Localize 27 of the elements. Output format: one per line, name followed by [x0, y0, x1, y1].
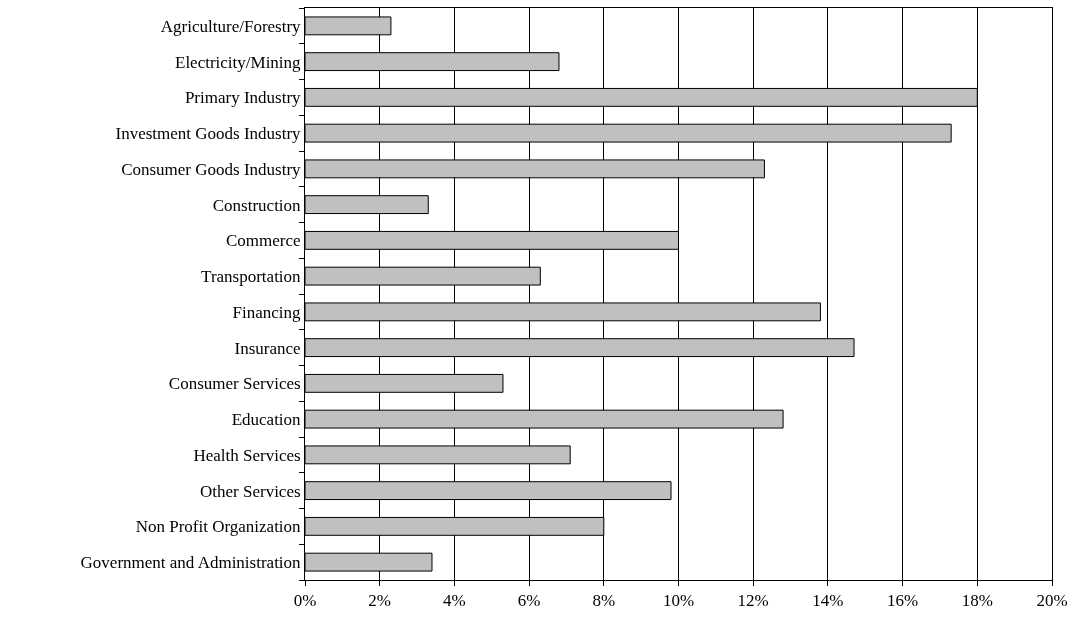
x-tick-label: 2% — [368, 591, 392, 611]
x-tick-label: 4% — [443, 591, 466, 611]
y-tick-label: Construction — [212, 195, 302, 215]
y-tick-label: Financing — [232, 302, 302, 322]
y-tick-label: Health Services — [193, 445, 301, 465]
x-tick-label: 18% — [961, 591, 993, 611]
y-tick-label: Commerce — [226, 231, 301, 251]
y-tick-label: Other Services — [200, 481, 301, 501]
y-tick-label: Consumer Services — [168, 374, 301, 394]
x-tick-label: 0% — [293, 591, 317, 611]
y-tick-label: Electricity/Mining — [175, 52, 302, 72]
x-tick-label: 14% — [812, 591, 844, 611]
y-tick-label: Consumer Goods Industry — [121, 159, 302, 179]
y-tick-label: Government and Administration — [80, 553, 302, 573]
y-tick-label: Transportation — [201, 267, 302, 287]
y-tick-label: Insurance — [234, 338, 301, 358]
x-tick-label: 10% — [662, 591, 695, 611]
y-tick-label: Investment Goods Industry — [115, 124, 302, 144]
y-tick-label: Non Profit Organization — [135, 517, 302, 537]
x-tick-label: 8% — [592, 591, 616, 611]
x-tick-label: 12% — [737, 591, 769, 611]
y-tick-label: Education — [231, 410, 302, 430]
x-tick-label: 6% — [517, 591, 541, 611]
y-tick-label: Agriculture/Forestry — [160, 16, 302, 36]
x-tick-label: 16% — [887, 591, 919, 611]
y-tick-label: Primary Industry — [184, 88, 302, 108]
x-tick-label: 20% — [1036, 591, 1068, 611]
